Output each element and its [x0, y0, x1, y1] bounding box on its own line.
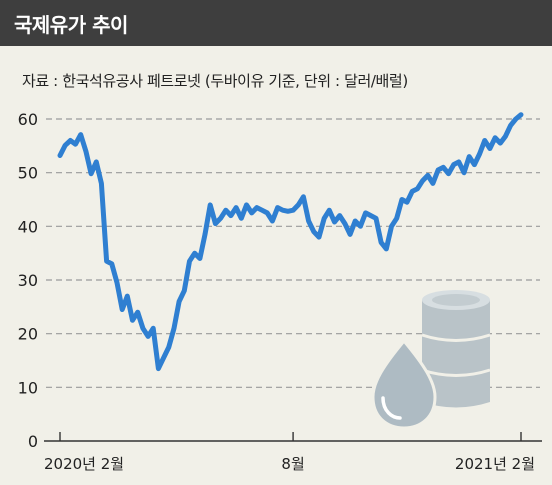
- y-tick-label: 10: [18, 378, 38, 397]
- title-bar: 국제유가 추이: [0, 0, 552, 46]
- y-tick-label: 0: [28, 432, 38, 451]
- x-tick-label: 2021년 2월: [455, 455, 535, 473]
- y-tick-label: 60: [18, 110, 38, 129]
- x-axis-ticks: 2020년 2월 8월 2021년 2월: [44, 432, 535, 473]
- price-line: [57, 112, 524, 372]
- y-tick-label: 40: [18, 217, 38, 236]
- chart-title: 국제유가 추이: [14, 13, 128, 37]
- y-tick-label: 50: [18, 164, 38, 183]
- y-tick-label: 20: [18, 325, 38, 344]
- x-tick-label: 8월: [281, 455, 304, 473]
- oil-drop-icon: [371, 338, 437, 430]
- x-tick-label: 2020년 2월: [44, 455, 124, 473]
- chart-subtitle: 자료 : 한국석유공사 페트로넷 (두바이유 기준, 단위 : 달러/배럴): [22, 72, 408, 90]
- y-tick-label: 30: [18, 271, 38, 290]
- y-axis-ticks: 0 10 20 30 40 50 60: [18, 110, 38, 451]
